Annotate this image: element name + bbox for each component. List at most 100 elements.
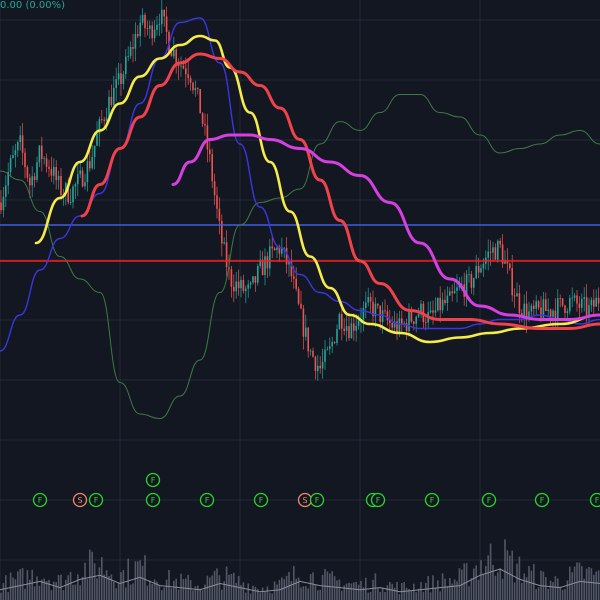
candle-body xyxy=(389,320,391,323)
candle xyxy=(129,41,132,59)
event-marker-f[interactable]: F xyxy=(370,492,386,508)
volume-bar xyxy=(557,578,559,600)
candle-body xyxy=(91,156,93,169)
event-marker-f[interactable]: F xyxy=(88,492,104,508)
candle-body xyxy=(324,349,326,362)
volume-bar xyxy=(41,579,43,600)
candle-body xyxy=(391,322,393,328)
candle xyxy=(321,348,324,379)
volume-bar xyxy=(302,586,305,600)
candle-body xyxy=(218,208,221,222)
volume-bar xyxy=(381,588,384,600)
candle-body xyxy=(309,350,312,352)
volume-bar xyxy=(357,584,360,600)
candle xyxy=(163,9,165,27)
candle xyxy=(449,287,451,297)
volume-bar xyxy=(451,583,453,600)
candle xyxy=(453,281,456,294)
candle-body xyxy=(321,361,324,369)
event-marker-circle xyxy=(145,472,161,488)
candle-body xyxy=(396,321,398,333)
event-marker-s[interactable]: S xyxy=(72,492,88,508)
candle xyxy=(499,237,501,249)
candle-body xyxy=(278,247,281,254)
volume-bar xyxy=(480,560,482,600)
event-marker-f[interactable]: F xyxy=(589,492,600,508)
event-marker-circle xyxy=(199,492,215,508)
volume-bar xyxy=(12,577,14,600)
candle xyxy=(197,87,199,95)
candle xyxy=(386,305,389,326)
volume-bar xyxy=(494,575,497,600)
candle xyxy=(365,291,367,319)
volume-bar xyxy=(405,587,408,600)
candle xyxy=(81,167,84,188)
candle-body xyxy=(204,123,206,126)
volume-bar xyxy=(566,580,569,600)
volume-bar xyxy=(264,591,266,600)
candle xyxy=(211,148,213,188)
event-marker-f[interactable]: F xyxy=(199,492,215,508)
event-marker-f[interactable]: F xyxy=(145,492,161,508)
candle xyxy=(161,0,163,34)
candle xyxy=(350,317,353,339)
candle-body xyxy=(357,320,360,326)
event-marker-f[interactable]: F xyxy=(481,492,497,508)
candle xyxy=(201,112,204,128)
candle xyxy=(24,148,26,179)
event-marker-f[interactable]: F xyxy=(32,492,48,508)
candle-body xyxy=(473,278,475,288)
candle-body xyxy=(365,302,367,308)
candle-body xyxy=(12,155,14,159)
candle-body xyxy=(535,301,537,309)
volume-bar xyxy=(120,572,122,600)
event-marker-f[interactable]: F xyxy=(145,472,161,488)
event-marker-f[interactable]: F xyxy=(253,492,269,508)
event-marker-f[interactable]: F xyxy=(534,492,550,508)
volume-bar xyxy=(434,587,437,600)
candle xyxy=(269,239,271,277)
candle xyxy=(144,12,146,38)
candle xyxy=(309,348,312,356)
volume-bar xyxy=(300,587,302,600)
candle-body xyxy=(552,310,554,317)
volume-bar xyxy=(153,579,156,600)
candle-body xyxy=(381,310,384,323)
event-markers[interactable]: FSFFFFFSFFFFFFF xyxy=(32,472,600,508)
candle-body xyxy=(504,260,506,264)
volume-bar xyxy=(470,578,473,600)
candle-body xyxy=(230,269,233,287)
candle-body xyxy=(223,242,225,244)
volume-bar xyxy=(45,580,48,600)
horizontal-levels[interactable] xyxy=(0,224,600,262)
candle xyxy=(72,184,74,209)
event-marker-f[interactable]: F xyxy=(309,492,325,508)
candle-body xyxy=(367,297,369,303)
event-marker-label: S xyxy=(302,496,307,505)
candle-body xyxy=(499,240,501,245)
candle-body xyxy=(189,78,192,83)
volume-bar xyxy=(149,580,151,600)
volume-bar xyxy=(485,565,487,600)
volume-bar xyxy=(84,562,86,600)
volume-bar xyxy=(528,566,530,600)
candle xyxy=(259,250,261,269)
volume-bar xyxy=(590,568,593,600)
event-marker-label: F xyxy=(151,496,156,505)
event-marker-label: F xyxy=(376,496,381,505)
candle xyxy=(338,312,341,330)
volume-bar xyxy=(554,576,557,600)
candle-body xyxy=(590,299,593,306)
volume-bar xyxy=(69,571,72,600)
volume-bar xyxy=(581,566,583,600)
candle xyxy=(297,286,300,306)
candle-body xyxy=(302,308,305,337)
candle-body xyxy=(153,29,156,39)
event-marker-s[interactable]: S xyxy=(297,492,313,508)
candle xyxy=(468,266,470,283)
candle-body xyxy=(355,325,357,331)
volume-bar xyxy=(293,566,295,600)
candle-body xyxy=(561,298,564,306)
event-marker-f[interactable]: F xyxy=(424,492,440,508)
